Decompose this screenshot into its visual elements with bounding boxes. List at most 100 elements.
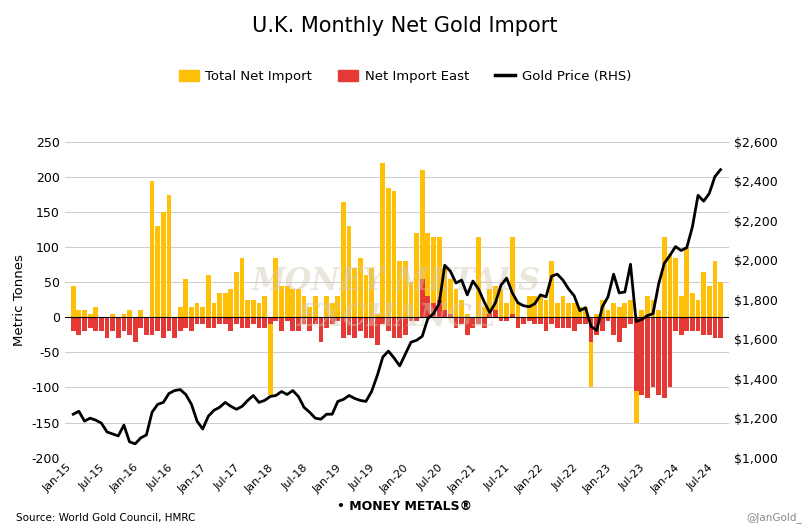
Bar <box>324 296 329 317</box>
Bar <box>589 317 594 342</box>
Bar <box>667 254 672 317</box>
Bar <box>93 317 98 331</box>
Bar <box>645 317 650 398</box>
Gold Price (RHS) <box>130 441 140 447</box>
Bar <box>257 304 262 317</box>
Bar <box>595 317 599 335</box>
Bar <box>612 304 616 317</box>
Bar <box>285 317 289 321</box>
Bar <box>713 317 718 338</box>
Bar <box>104 317 109 321</box>
Bar <box>251 317 256 325</box>
Bar <box>347 226 352 317</box>
Bar <box>465 314 470 317</box>
Bar <box>330 317 335 325</box>
Text: Source: World Gold Council, HMRC: Source: World Gold Council, HMRC <box>16 513 195 523</box>
Bar <box>139 310 143 317</box>
Bar <box>200 317 205 325</box>
Bar <box>488 289 492 317</box>
Bar <box>505 317 509 321</box>
Bar <box>639 317 644 394</box>
Bar <box>398 261 402 317</box>
Bar <box>76 310 81 317</box>
Bar <box>425 233 430 317</box>
Bar <box>206 275 211 317</box>
Bar <box>358 317 363 331</box>
Bar <box>595 314 599 317</box>
Bar <box>476 317 481 325</box>
Bar <box>622 304 627 317</box>
Bar <box>515 304 520 317</box>
Bar <box>240 258 245 317</box>
Bar <box>488 314 492 317</box>
Bar <box>324 317 329 328</box>
Bar <box>650 300 655 317</box>
Bar <box>392 317 396 338</box>
Bar <box>82 317 87 331</box>
Bar <box>707 286 712 317</box>
Bar <box>442 310 447 317</box>
Bar <box>381 163 386 317</box>
Bar <box>566 317 571 328</box>
Bar <box>189 307 194 317</box>
Bar <box>116 317 121 338</box>
Bar <box>431 237 436 317</box>
Bar <box>358 258 363 317</box>
Bar <box>274 317 279 321</box>
Bar <box>420 170 424 317</box>
Bar <box>639 310 644 317</box>
Bar <box>313 317 318 325</box>
Bar <box>386 188 391 317</box>
Bar <box>431 304 436 317</box>
Bar <box>262 317 267 328</box>
Bar <box>578 317 582 325</box>
Bar <box>268 317 273 394</box>
Bar <box>499 317 504 321</box>
Bar <box>144 317 149 331</box>
Bar <box>561 296 565 317</box>
Bar <box>555 317 560 328</box>
Bar <box>223 317 228 325</box>
Bar <box>510 314 514 317</box>
Bar <box>296 289 301 317</box>
Bar <box>381 317 386 325</box>
Bar <box>606 317 611 321</box>
Bar <box>612 317 616 335</box>
Bar <box>701 272 706 317</box>
Bar <box>633 317 638 391</box>
Bar <box>183 317 188 328</box>
Bar <box>318 317 323 342</box>
Bar <box>211 304 216 317</box>
Bar <box>139 317 143 328</box>
Bar <box>335 317 340 321</box>
Bar <box>194 304 199 317</box>
Bar <box>690 293 695 317</box>
Bar <box>696 300 701 317</box>
Bar <box>251 300 256 317</box>
Bar <box>532 296 537 317</box>
Bar <box>335 296 340 317</box>
Bar <box>364 275 369 317</box>
Bar <box>189 317 194 331</box>
Bar <box>133 317 138 342</box>
Bar <box>234 317 239 325</box>
Bar <box>690 317 695 331</box>
Bar <box>318 317 323 338</box>
Bar <box>70 286 75 317</box>
Bar <box>408 317 413 321</box>
Bar <box>87 314 92 317</box>
Bar <box>228 289 233 317</box>
Bar <box>194 317 199 325</box>
Bar <box>76 317 81 335</box>
Bar <box>493 310 498 317</box>
Bar <box>290 289 295 317</box>
Gold Price (RHS) <box>598 304 608 310</box>
Bar <box>482 307 487 317</box>
Bar <box>505 304 509 317</box>
Bar <box>515 317 520 328</box>
Bar <box>521 317 526 325</box>
Bar <box>99 317 104 331</box>
Bar <box>110 314 115 317</box>
Bar <box>173 317 177 325</box>
Bar <box>448 314 453 317</box>
